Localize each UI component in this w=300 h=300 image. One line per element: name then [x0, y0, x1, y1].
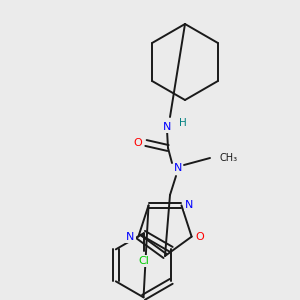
Text: O: O: [195, 232, 204, 242]
Text: CH₃: CH₃: [220, 153, 238, 163]
Text: N: N: [185, 200, 194, 210]
Text: H: H: [179, 118, 187, 128]
Text: O: O: [134, 138, 142, 148]
Text: N: N: [174, 163, 182, 173]
Text: N: N: [126, 232, 135, 242]
Text: Cl: Cl: [138, 256, 149, 266]
Text: N: N: [163, 122, 171, 132]
